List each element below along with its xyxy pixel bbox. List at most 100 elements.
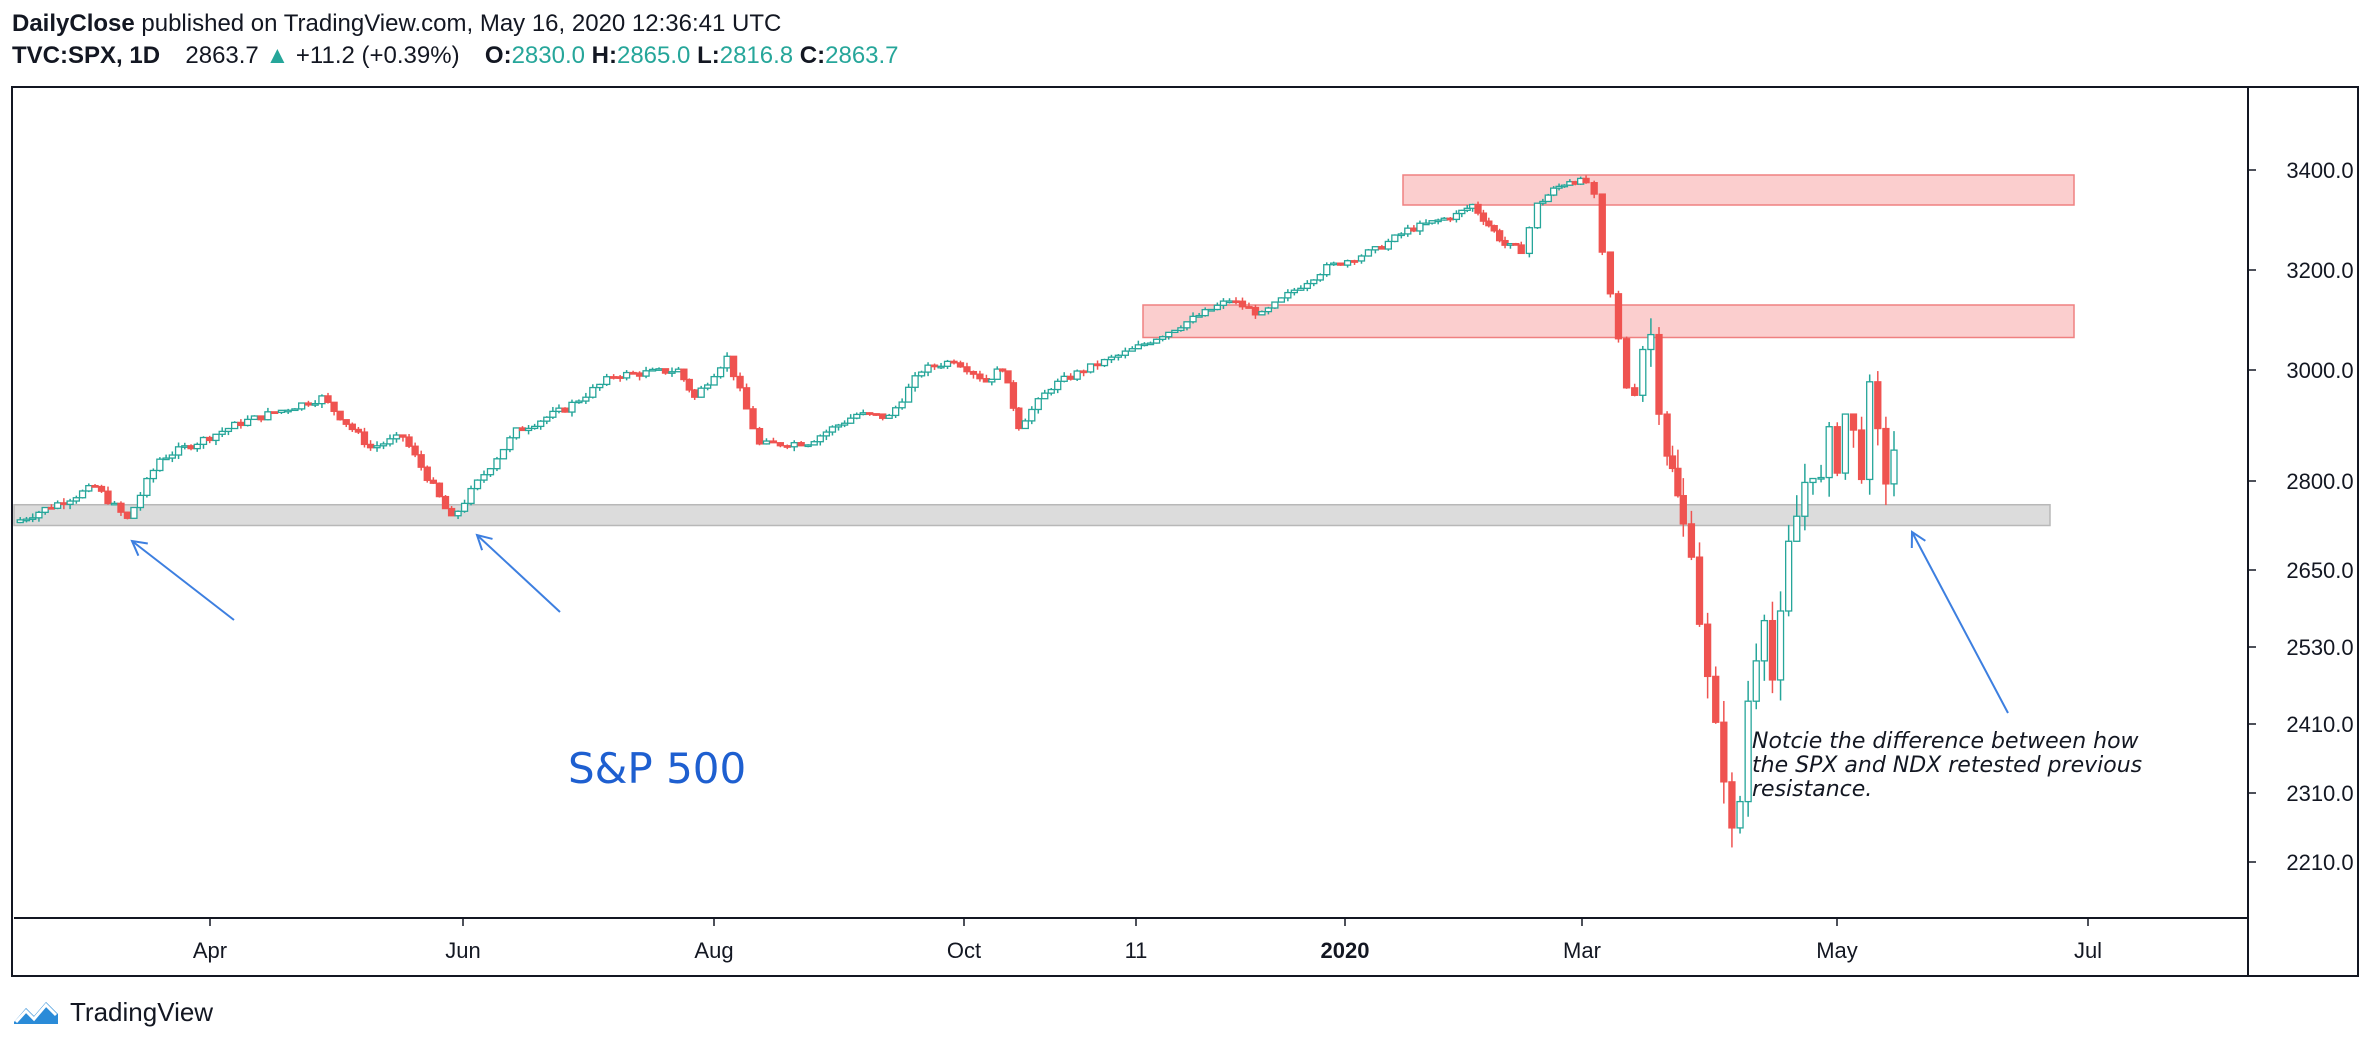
candle-up <box>1397 233 1405 237</box>
candle-down <box>680 368 688 381</box>
candle-down <box>736 375 744 389</box>
candle-down <box>1080 370 1088 374</box>
candle-down <box>1485 220 1493 227</box>
candle-up <box>1550 187 1558 196</box>
candle-down <box>257 415 265 421</box>
candle-down <box>411 445 419 456</box>
candle-down <box>783 445 791 448</box>
candle-up <box>493 458 501 470</box>
candle-down <box>117 502 125 513</box>
candle-up <box>480 474 488 481</box>
candle-down <box>1703 623 1712 678</box>
candle-up <box>596 383 604 389</box>
up-triangle-icon: ▲ <box>265 42 290 69</box>
candle-up <box>1440 217 1448 221</box>
author-name[interactable]: DailyClose <box>12 10 135 37</box>
candle-up <box>1284 291 1292 299</box>
candle-up <box>143 477 151 497</box>
candle-up <box>460 502 469 512</box>
publish-line: DailyClose published on TradingView.com,… <box>12 8 781 40</box>
symbol-label[interactable]: TVC:SPX, 1D <box>12 42 161 69</box>
x-tick-label: 2020 <box>1321 938 1370 963</box>
candle-up <box>1258 310 1266 316</box>
candle-down <box>447 507 456 517</box>
candle-down <box>405 436 413 447</box>
candle-up <box>1021 420 1029 430</box>
candle-down <box>60 502 68 506</box>
candle-up <box>231 421 239 430</box>
y-tick-label: 2210.0 <box>2286 850 2353 875</box>
candle-up <box>512 427 521 439</box>
candle-down <box>97 485 106 492</box>
x-tick-label: Jul <box>2074 938 2102 963</box>
candle-down <box>330 401 338 412</box>
candle-up <box>1165 331 1173 338</box>
candle-up <box>892 407 900 417</box>
candle-down <box>1598 193 1606 253</box>
candle-down <box>729 355 738 378</box>
candle-up <box>1371 246 1380 251</box>
candle-down <box>969 370 978 375</box>
candle-up <box>885 414 893 419</box>
candle-up <box>1841 413 1850 474</box>
candle-up <box>1060 375 1068 382</box>
candle-up <box>1159 336 1167 340</box>
candle-down <box>1679 495 1687 525</box>
candle-up <box>35 511 43 519</box>
candle-up <box>212 433 220 442</box>
candle-up <box>1073 370 1081 380</box>
candle-down <box>1251 306 1260 316</box>
candle-up <box>311 403 319 406</box>
candle-down <box>561 407 569 413</box>
candle-up <box>149 469 158 480</box>
candle-up <box>1801 481 1809 517</box>
candle-up <box>1225 300 1234 304</box>
candle-up <box>1177 327 1185 332</box>
candle-down <box>749 408 757 430</box>
candle-up <box>568 401 576 413</box>
y-tick-label: 3200.0 <box>2286 258 2353 283</box>
price-change: +11.2 (+0.39%) <box>295 42 460 69</box>
candle-down <box>866 412 874 415</box>
y-tick-label: 2410.0 <box>2286 712 2353 737</box>
candle-up <box>29 517 37 520</box>
high-label: H: <box>591 42 617 69</box>
candle-up <box>1330 262 1338 266</box>
candle-up <box>1434 219 1442 223</box>
candle-up <box>284 409 292 413</box>
candle-up <box>1134 344 1143 350</box>
candle-up <box>1183 321 1191 329</box>
candle-up <box>859 412 867 416</box>
candle-up <box>943 360 952 367</box>
candle-down <box>1501 239 1509 246</box>
candle-up <box>622 371 631 379</box>
candle-down <box>237 421 245 427</box>
candle-up <box>506 437 514 451</box>
candle-down <box>1582 177 1590 184</box>
candle-down <box>1849 413 1858 431</box>
candle-up <box>1533 202 1542 229</box>
candle-down <box>616 376 624 379</box>
candle-up <box>697 387 705 398</box>
candle-up <box>1107 356 1116 361</box>
candle-up <box>834 424 843 428</box>
candle-up <box>318 395 326 405</box>
tradingview-logo-icon <box>14 1002 58 1024</box>
y-tick-label: 2800.0 <box>2286 469 2353 494</box>
candle-down <box>661 368 670 374</box>
candle-up <box>1207 308 1215 312</box>
candle-up <box>156 458 164 472</box>
arrow-line <box>1911 531 2009 714</box>
tradingview-brand[interactable]: TradingView <box>12 996 213 1028</box>
candle-down <box>872 413 880 416</box>
candle-down <box>1614 293 1623 340</box>
y-tick-label: 2310.0 <box>2286 781 2353 806</box>
candle-down <box>1238 300 1247 308</box>
candle-down <box>1668 455 1677 470</box>
chart-title: S&P 500 <box>568 744 746 793</box>
candle-up <box>1866 381 1874 481</box>
candle-down <box>366 443 375 449</box>
candle-up <box>1525 227 1533 255</box>
candle-up <box>853 413 861 419</box>
